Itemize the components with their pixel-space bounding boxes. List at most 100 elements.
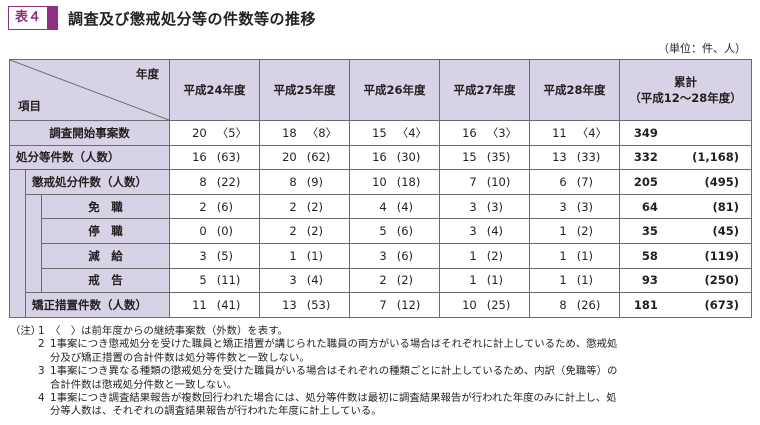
indent-cell — [9, 169, 26, 195]
count-value: 16 — [372, 150, 387, 165]
people-value: (11) — [216, 273, 241, 288]
count-value: 2 — [289, 199, 297, 214]
footnote-text: 1事案につき調査結果報告が複数回行われた場合には、処分等件数は最初に調査結果報告… — [50, 392, 617, 405]
footnote-number — [38, 405, 50, 418]
people-value: (10) — [486, 174, 511, 189]
footnote-line: 合計件数は懲戒処分件数と一致しない。 — [10, 379, 750, 392]
count-value: 15 — [462, 150, 477, 165]
count-value: 20 — [282, 150, 297, 165]
indent-cell — [25, 243, 42, 269]
count-value: 15 — [372, 125, 387, 140]
total-count: 93 — [641, 273, 658, 288]
footnote-line: （注） 1 〈 〉は前年度からの継続事案数（外数）を表す。 — [10, 325, 750, 338]
total-count: 35 — [641, 224, 658, 239]
count-value: 3 — [559, 199, 567, 214]
total-count: 205 — [633, 174, 658, 189]
badge-tail-decoration — [47, 7, 58, 29]
corner-year-label: 年度 — [136, 67, 160, 81]
table-header: 表４ 調査及び懲戒処分等の件数等の推移 — [8, 6, 316, 30]
footnote-number: 3 — [38, 365, 45, 378]
table-row: 戒 告 5 (11) 3 (4) 2 (2) 1 (1) 1 (1) 93 (250) — [9, 267, 753, 294]
footnote-text: 分等人数は、それぞれの調査結果報告が行われた年度に計上している。 — [50, 405, 382, 418]
row-label: 懲戒処分件数（人数） — [24, 169, 171, 195]
people-value: (2) — [486, 248, 504, 263]
value-cell: 8 (22) — [169, 169, 261, 195]
total-count: 332 — [633, 150, 658, 165]
footnote-prefix — [10, 379, 38, 392]
value-cell: 4 (4) — [349, 193, 441, 220]
row-label: 戒 告 — [40, 267, 171, 294]
people-value: 〈4〉 — [576, 125, 608, 140]
year-header: 平成27年度 — [439, 59, 531, 121]
corner-item-label: 項目 — [18, 99, 41, 113]
footnote-line: 4 1事案につき調査結果報告が複数回行われた場合には、処分等件数は最初に調査結果報… — [10, 392, 750, 405]
people-value: 〈4〉 — [396, 125, 428, 140]
total-people: (250) — [704, 273, 739, 288]
count-value: 20 — [192, 125, 207, 140]
footnote-prefix — [10, 365, 38, 378]
count-value: 11 — [552, 125, 567, 140]
value-cell: 2 (6) — [169, 193, 261, 220]
value-cell: 0 (0) — [169, 218, 261, 244]
count-value: 3 — [199, 248, 207, 263]
count-value: 2 — [199, 199, 207, 214]
footnote-line: 分等人数は、それぞれの調査結果報告が行われた年度に計上している。 — [10, 405, 750, 418]
total-count: 349 — [633, 125, 658, 140]
statistics-table: 年度 項目 平成24年度 平成25年度 平成26年度 平成27年度 平成28年度… — [8, 59, 753, 318]
row-label: 停 職 — [40, 218, 171, 244]
indent-cell — [9, 292, 26, 318]
people-value: (1) — [576, 248, 594, 263]
count-value: 1 — [469, 273, 477, 288]
total-header-line2: （平成12〜28年度） — [629, 91, 742, 105]
value-cell: 7 (12) — [349, 292, 441, 318]
people-value: (6) — [396, 248, 414, 263]
indent-cell — [9, 268, 26, 293]
count-value: 16 — [462, 125, 477, 140]
footnote-text: 〈 〉は前年度からの継続事案数（外数）を表す。 — [50, 325, 288, 337]
indent-cell — [25, 218, 42, 244]
count-value: 1 — [469, 248, 477, 263]
value-cell: 3 (4) — [439, 218, 531, 244]
footnote-number — [38, 379, 50, 392]
people-value: (18) — [396, 174, 421, 189]
count-value: 3 — [289, 273, 297, 288]
value-cell: 20 (62) — [259, 144, 351, 171]
count-value: 3 — [469, 199, 477, 214]
people-value: (33) — [576, 150, 601, 165]
people-value: (3) — [486, 199, 504, 214]
value-cell: 11 (41) — [169, 292, 261, 318]
unit-label: （単位：件、人） — [658, 42, 746, 55]
row-label: 減 給 — [40, 242, 171, 269]
footnotes: （注） 1 〈 〉は前年度からの継続事案数（外数）を表す。 2 1事案につき懲戒処分を受… — [10, 325, 750, 419]
people-value: (6) — [396, 224, 414, 239]
people-value: (3) — [576, 199, 594, 214]
footnote-prefix — [10, 352, 38, 365]
total-count: 58 — [641, 248, 658, 263]
value-cell: 3 (4) — [259, 267, 351, 294]
value-cell: 2 (2) — [349, 267, 441, 294]
table-row: 免 職 2 (6) 2 (2) 4 (4) 3 (3) 3 (3) 64 (81) — [9, 193, 753, 220]
table-number-badge: 表４ — [8, 6, 59, 30]
total-cell: 64 (81) — [619, 193, 753, 220]
count-value: 5 — [199, 273, 207, 288]
year-header: 平成25年度 — [259, 59, 351, 121]
footnote-line: 3 1事案につき異なる種類の懲戒処分を受けた職員がいる場合はそれぞれの種類ごとに計… — [10, 365, 750, 378]
footnote-line: 分及び矯正措置の合計件数は処分等件数と一致しない。 — [10, 352, 750, 365]
count-value: 11 — [192, 297, 207, 312]
corner-cell: 年度 項目 — [8, 59, 171, 121]
people-value: (0) — [216, 224, 234, 239]
people-value: (2) — [576, 224, 594, 239]
total-cell: 58 (119) — [619, 242, 753, 269]
total-count: 64 — [641, 199, 658, 214]
value-cell: 11 〈4〉 — [529, 120, 621, 146]
count-value: 16 — [192, 150, 207, 165]
table-row: 処分等件数（人数） 16 (63) 20 (62) 16 (30) 15 (35) 13 (33) 3… — [8, 144, 753, 171]
people-value: (7) — [576, 174, 594, 189]
value-cell: 20 〈5〉 — [169, 120, 261, 146]
value-cell: 15 〈4〉 — [349, 120, 441, 146]
count-value: 2 — [379, 273, 387, 288]
value-cell: 2 (2) — [259, 218, 351, 244]
value-cell: 3 (3) — [439, 193, 531, 220]
table-title: 調査及び懲戒処分等の件数等の推移 — [68, 9, 317, 28]
value-cell: 16 (63) — [169, 144, 261, 171]
